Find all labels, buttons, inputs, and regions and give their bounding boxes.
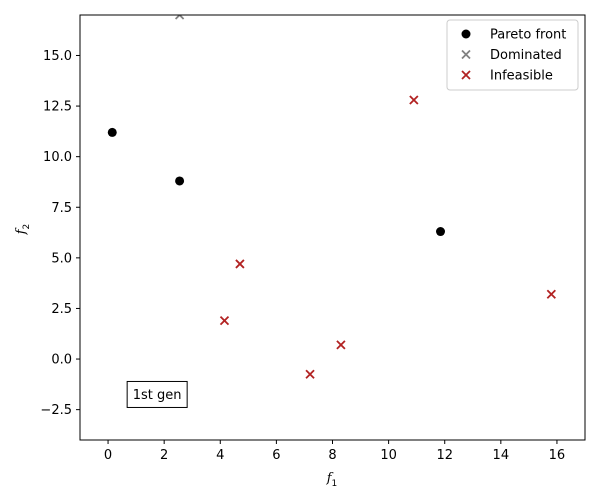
annotation-box: 1st gen — [126, 380, 188, 408]
y-tick-label: 15.0 — [43, 49, 72, 64]
y-tick-label: 10.0 — [43, 150, 72, 165]
legend-marker-infeasible — [461, 70, 471, 80]
y-tick-label: 0.0 — [51, 353, 72, 368]
y-axis: −2.5 0.0 2.5 5.0 7.5 10.0 12.5 15.0 — [40, 49, 80, 418]
legend-marker-dominated — [461, 49, 471, 60]
infeasible-point — [336, 340, 346, 350]
y-tick-label: 7.5 — [51, 201, 72, 216]
x-tick-label: 0 — [104, 448, 112, 463]
x-tick-label: 6 — [272, 448, 280, 463]
pareto-front-point — [175, 176, 185, 186]
x-tick-label: 2 — [160, 448, 168, 463]
pareto-front-point — [436, 227, 446, 237]
y-tick-label: 5.0 — [51, 251, 72, 266]
y-axis-label: f2 — [14, 224, 32, 236]
infeasible-point — [235, 259, 245, 269]
annotation-frame — [126, 380, 188, 408]
legend: Pareto front Dominated Infeasible — [446, 19, 579, 91]
dominated-point — [174, 15, 185, 20]
infeasible-point — [546, 289, 556, 299]
y-tick-label: 12.5 — [43, 100, 72, 115]
legend-label-pareto-front: Pareto front — [490, 28, 566, 43]
legend-frame — [446, 19, 579, 91]
legend-marker-pareto-front — [461, 29, 471, 39]
x-tick-label: 10 — [380, 448, 397, 463]
x-tick-label: 16 — [549, 448, 566, 463]
x-axis: 0 2 4 6 8 10 12 14 16 — [104, 440, 565, 463]
infeasible-point — [305, 369, 315, 379]
x-tick-label: 14 — [493, 448, 510, 463]
x-tick-label: 12 — [436, 448, 453, 463]
y-tick-label: −2.5 — [40, 403, 72, 418]
x-tick-label: 4 — [216, 448, 224, 463]
x-tick-label: 8 — [328, 448, 336, 463]
legend-label-infeasible: Infeasible — [490, 69, 553, 84]
annotation-text: 1st gen — [133, 388, 182, 403]
y-tick-label: 2.5 — [51, 302, 72, 317]
legend-label-dominated: Dominated — [490, 48, 562, 63]
x-axis-label: f1 — [326, 471, 338, 489]
infeasible-point — [409, 95, 419, 105]
pareto-front-point — [107, 127, 117, 137]
infeasible-point — [219, 315, 230, 326]
